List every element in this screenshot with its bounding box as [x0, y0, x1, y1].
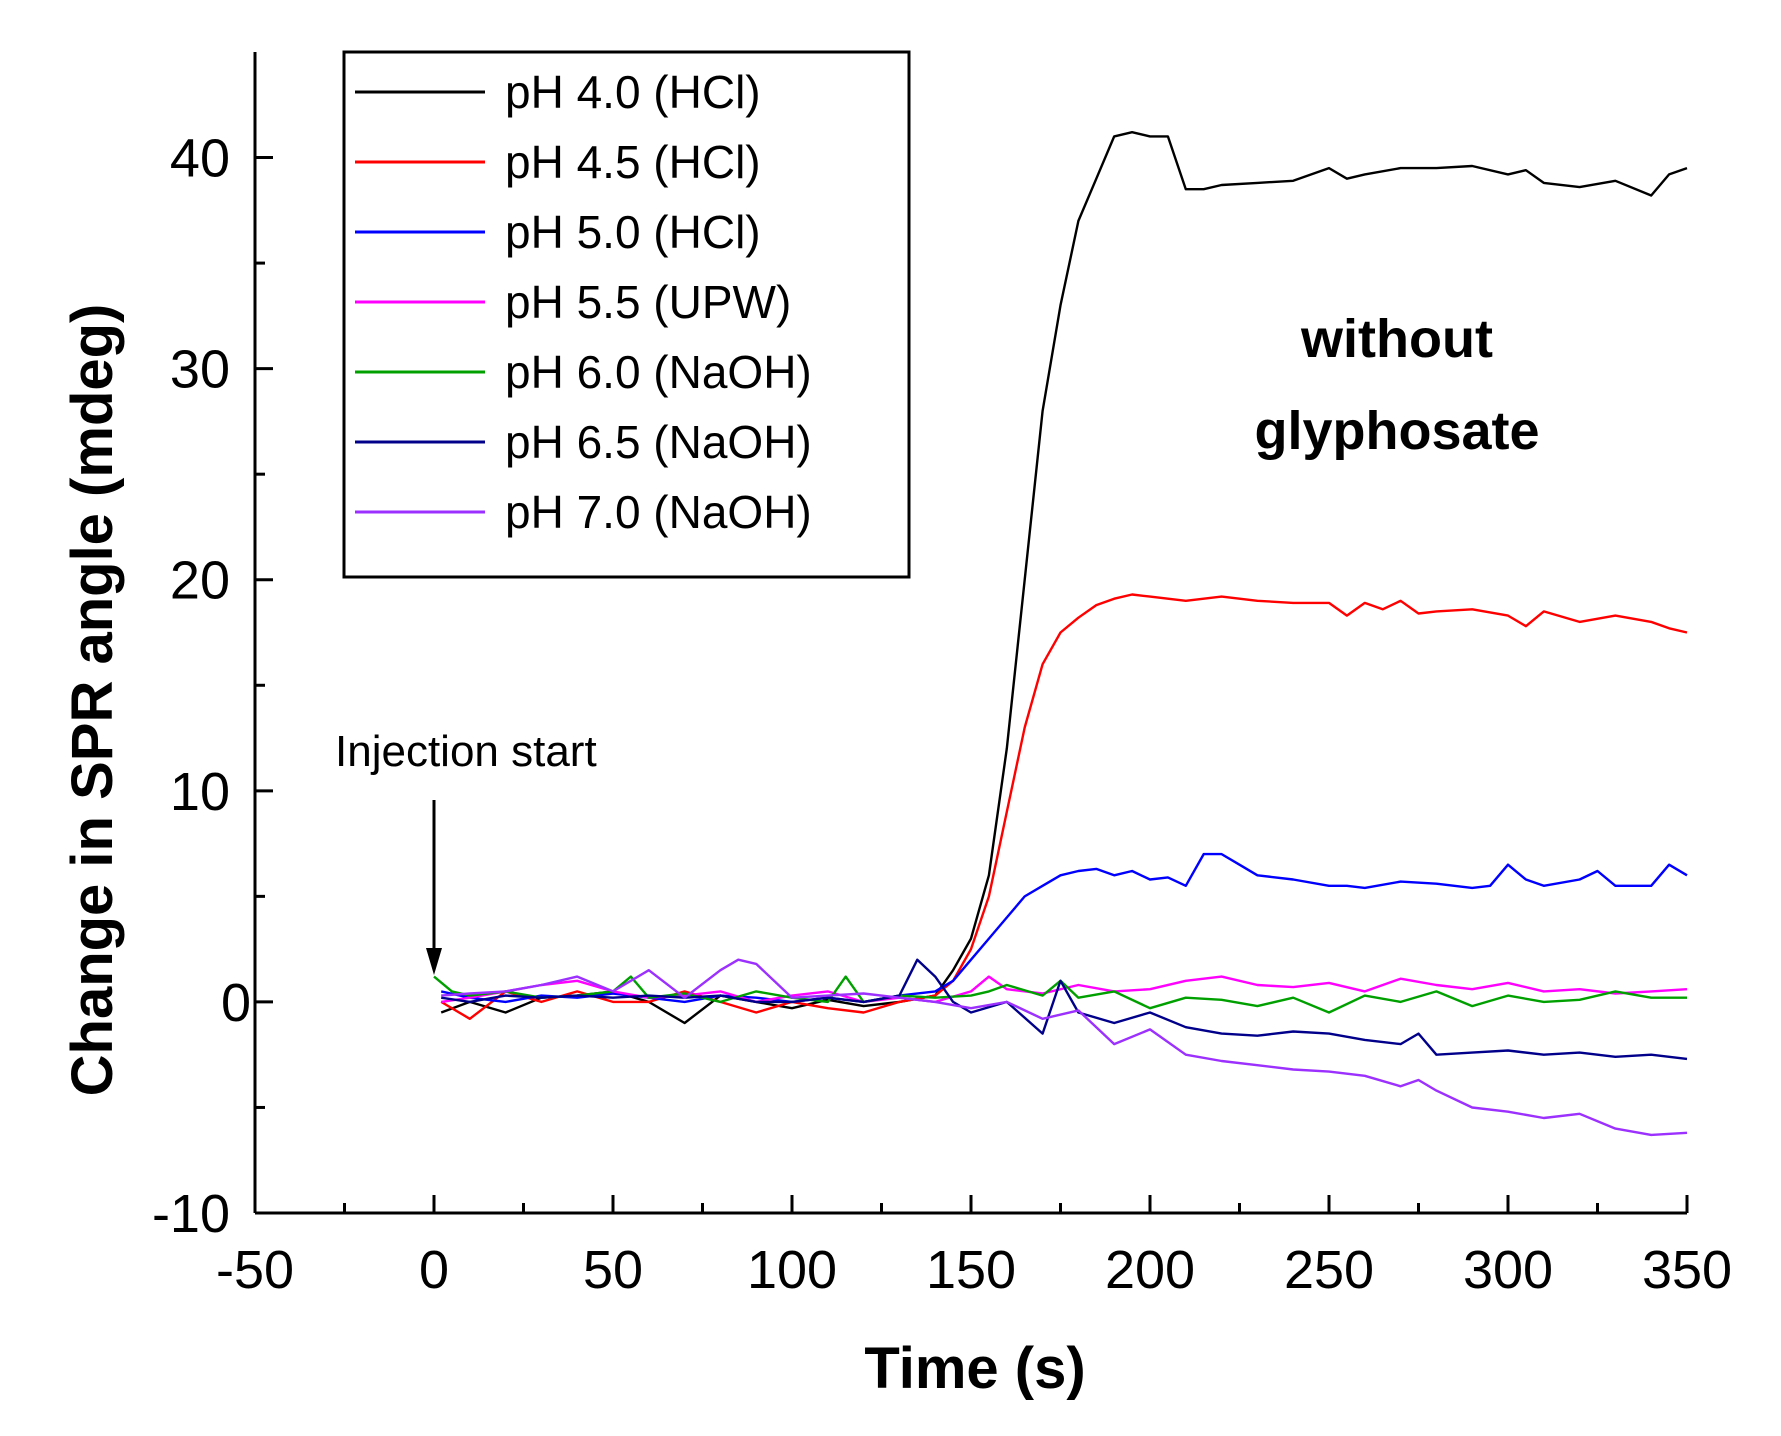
x-axis-title: Time (s): [864, 1336, 1085, 1401]
series-line-1: [440, 130, 1688, 1025]
series-line-5: [433, 975, 1687, 1014]
x-tick-label: 0: [419, 1240, 449, 1300]
series-line-7: [441, 958, 1688, 1137]
legend-label-1: pH 4.0 (HCl): [505, 66, 761, 118]
plot-series: [433, 130, 1688, 1137]
x-tick-label: 150: [926, 1240, 1016, 1300]
y-tick-label: 20: [170, 551, 230, 611]
condition-label-line1: without: [1300, 309, 1493, 369]
y-tick-label: -10: [152, 1184, 230, 1244]
legend-label-4: pH 5.5 (UPW): [505, 276, 791, 328]
ticks: -50 0 50 100 150 200 250 300 350 -10 10 20 30 40 0: [152, 129, 1732, 1300]
x-tick-label: 250: [1284, 1240, 1374, 1300]
injection-start-label: Injection start: [335, 727, 597, 776]
x-tick-label: -50: [216, 1240, 294, 1300]
legend-label-3: pH 5.0 (HCl): [505, 206, 761, 258]
x-tick-label: 200: [1105, 1240, 1195, 1300]
legend-entries: pH 4.0 (HCl) pH 4.5 (HCl) pH 5.0 (HCl) pH 5…: [355, 66, 812, 538]
legend-label-2: pH 4.5 (HCl): [505, 136, 761, 188]
series-line-2: [440, 593, 1688, 1020]
x-tick-label: 50: [583, 1240, 643, 1300]
x-tick-label: 100: [747, 1240, 837, 1300]
legend: pH 4.0 (HCl) pH 4.5 (HCl) pH 5.0 (HCl) pH 5…: [342, 50, 911, 579]
y-tick-label-zero: 0: [221, 973, 251, 1033]
x-tick-label: 300: [1463, 1240, 1553, 1300]
legend-label-7: pH 7.0 (NaOH): [505, 486, 812, 538]
injection-arrow-head: [426, 948, 442, 975]
y-axis-title: Change in SPR angle (mdeg): [60, 304, 125, 1097]
y-tick-label: 30: [170, 340, 230, 400]
y-tick-label: 10: [170, 762, 230, 822]
legend-frame: [342, 50, 911, 579]
y-tick-label: 40: [170, 129, 230, 189]
condition-label-line2: glyphosate: [1254, 401, 1539, 461]
legend-label-6: pH 6.5 (NaOH): [505, 416, 812, 468]
series-line-6: [441, 958, 1688, 1061]
injection-annotation: Injection start: [335, 727, 597, 975]
legend-label-5: pH 6.0 (NaOH): [505, 346, 812, 398]
x-tick-label: 350: [1642, 1240, 1732, 1300]
